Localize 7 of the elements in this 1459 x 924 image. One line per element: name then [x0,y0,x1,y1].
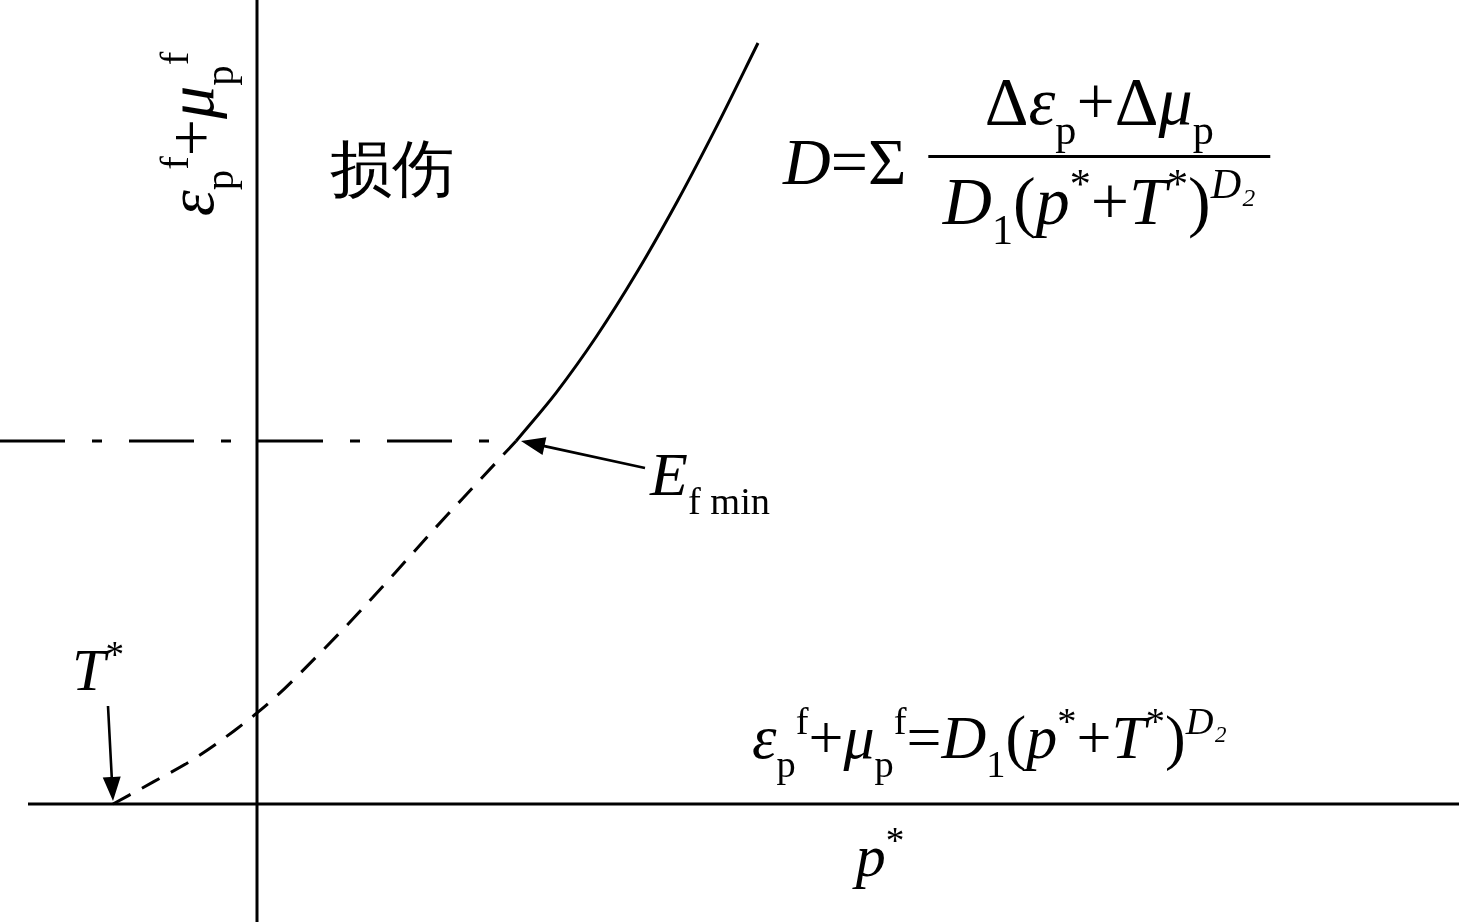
annotation: T$^{*}$ [72,634,124,703]
annotation: ε$_{p}$$^{f}$+μ$_{p}$$^{f}$=D$_{1}$(p$^{*}$+T$^{*}$)$^{D₂}$ [752,700,1227,785]
annotation: D=Σ [783,125,907,198]
annotation: D$_{1}$(p$^{*}$+T$^{*}$)$^{D₂}$ [942,160,1256,254]
annotation: 损伤 [330,135,454,203]
annotation: E$_{f min}$ [650,440,771,522]
annotation: Δε$_{p}$+Δμ$_{p}$ [984,63,1214,154]
